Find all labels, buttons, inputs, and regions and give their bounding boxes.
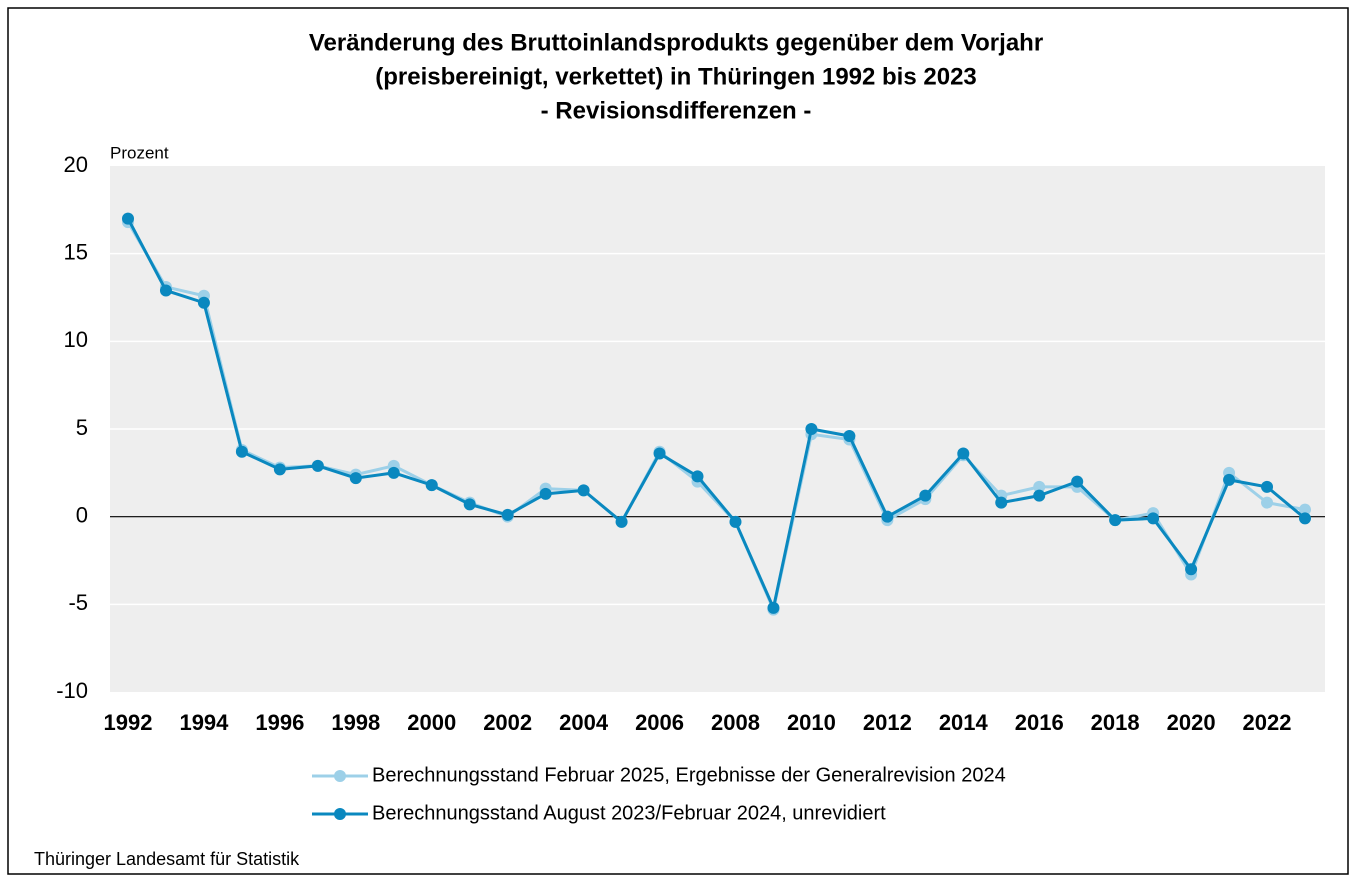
data-point xyxy=(273,463,286,476)
x-tick-label: 2010 xyxy=(787,710,836,735)
data-point xyxy=(235,445,248,458)
x-tick-label: 2000 xyxy=(407,710,456,735)
data-point xyxy=(1033,489,1046,502)
data-point xyxy=(1109,514,1122,527)
data-point xyxy=(919,489,932,502)
chart-title: - Revisionsdifferenzen - xyxy=(541,97,812,124)
legend-marker xyxy=(334,808,346,820)
x-tick-label: 2020 xyxy=(1167,710,1216,735)
data-point xyxy=(957,447,970,460)
legend-label: Berechnungsstand August 2023/Februar 202… xyxy=(372,802,886,824)
chart-title: Veränderung des Bruttoinlandsprodukts ge… xyxy=(309,29,1043,56)
y-tick-label: 0 xyxy=(76,502,88,527)
data-point xyxy=(425,479,438,492)
x-tick-label: 2014 xyxy=(939,710,989,735)
data-point xyxy=(159,284,172,297)
data-point xyxy=(1033,480,1046,493)
data-point xyxy=(349,472,362,485)
data-point xyxy=(691,470,704,483)
data-point xyxy=(615,515,628,528)
data-point xyxy=(805,423,818,435)
source: Thüringer Landesamt für Statistik xyxy=(34,849,300,869)
data-point xyxy=(1223,473,1236,486)
y-axis-label: Prozent xyxy=(110,143,169,162)
data-point xyxy=(1071,475,1084,488)
data-point xyxy=(1261,480,1274,493)
legend-marker xyxy=(334,770,346,782)
data-point xyxy=(577,484,590,497)
data-point xyxy=(881,510,894,523)
data-point xyxy=(729,515,742,528)
x-tick-label: 1998 xyxy=(331,710,380,735)
series-line xyxy=(126,217,1306,613)
y-tick-label: -10 xyxy=(56,678,88,703)
data-point xyxy=(1299,503,1311,516)
data-point xyxy=(1185,563,1198,576)
x-tick-label: 1994 xyxy=(179,710,229,735)
x-tick-label: 2022 xyxy=(1243,710,1292,735)
data-point xyxy=(197,296,210,309)
data-point xyxy=(539,487,552,500)
x-tick-label: 1992 xyxy=(104,710,153,735)
x-tick-label: 1996 xyxy=(255,710,304,735)
data-point xyxy=(501,508,514,521)
data-point xyxy=(767,601,780,614)
y-tick-label: 20 xyxy=(64,152,88,177)
data-point xyxy=(122,212,134,225)
data-point xyxy=(463,498,476,511)
y-tick-label: -5 xyxy=(68,590,88,615)
x-tick-label: 2002 xyxy=(483,710,532,735)
data-point xyxy=(311,459,324,472)
x-tick-label: 2008 xyxy=(711,710,760,735)
y-tick-label: 5 xyxy=(76,415,88,440)
x-tick-label: 2018 xyxy=(1091,710,1140,735)
x-tick-label: 2006 xyxy=(635,710,684,735)
data-point xyxy=(843,430,856,443)
data-point xyxy=(1299,512,1311,525)
data-point xyxy=(1261,496,1274,509)
data-point xyxy=(995,496,1008,509)
x-tick-label: 2004 xyxy=(559,710,609,735)
y-tick-label: 10 xyxy=(64,327,88,352)
chart-title: (preisbereinigt, verkettet) in Thüringen… xyxy=(375,63,977,90)
legend-label: Berechnungsstand Februar 2025, Ergebniss… xyxy=(372,764,1006,786)
data-point xyxy=(1147,512,1160,525)
x-tick-label: 2016 xyxy=(1015,710,1064,735)
data-point xyxy=(387,466,400,479)
y-tick-label: 15 xyxy=(64,239,88,264)
data-point xyxy=(653,447,666,460)
x-tick-label: 2012 xyxy=(863,710,912,735)
